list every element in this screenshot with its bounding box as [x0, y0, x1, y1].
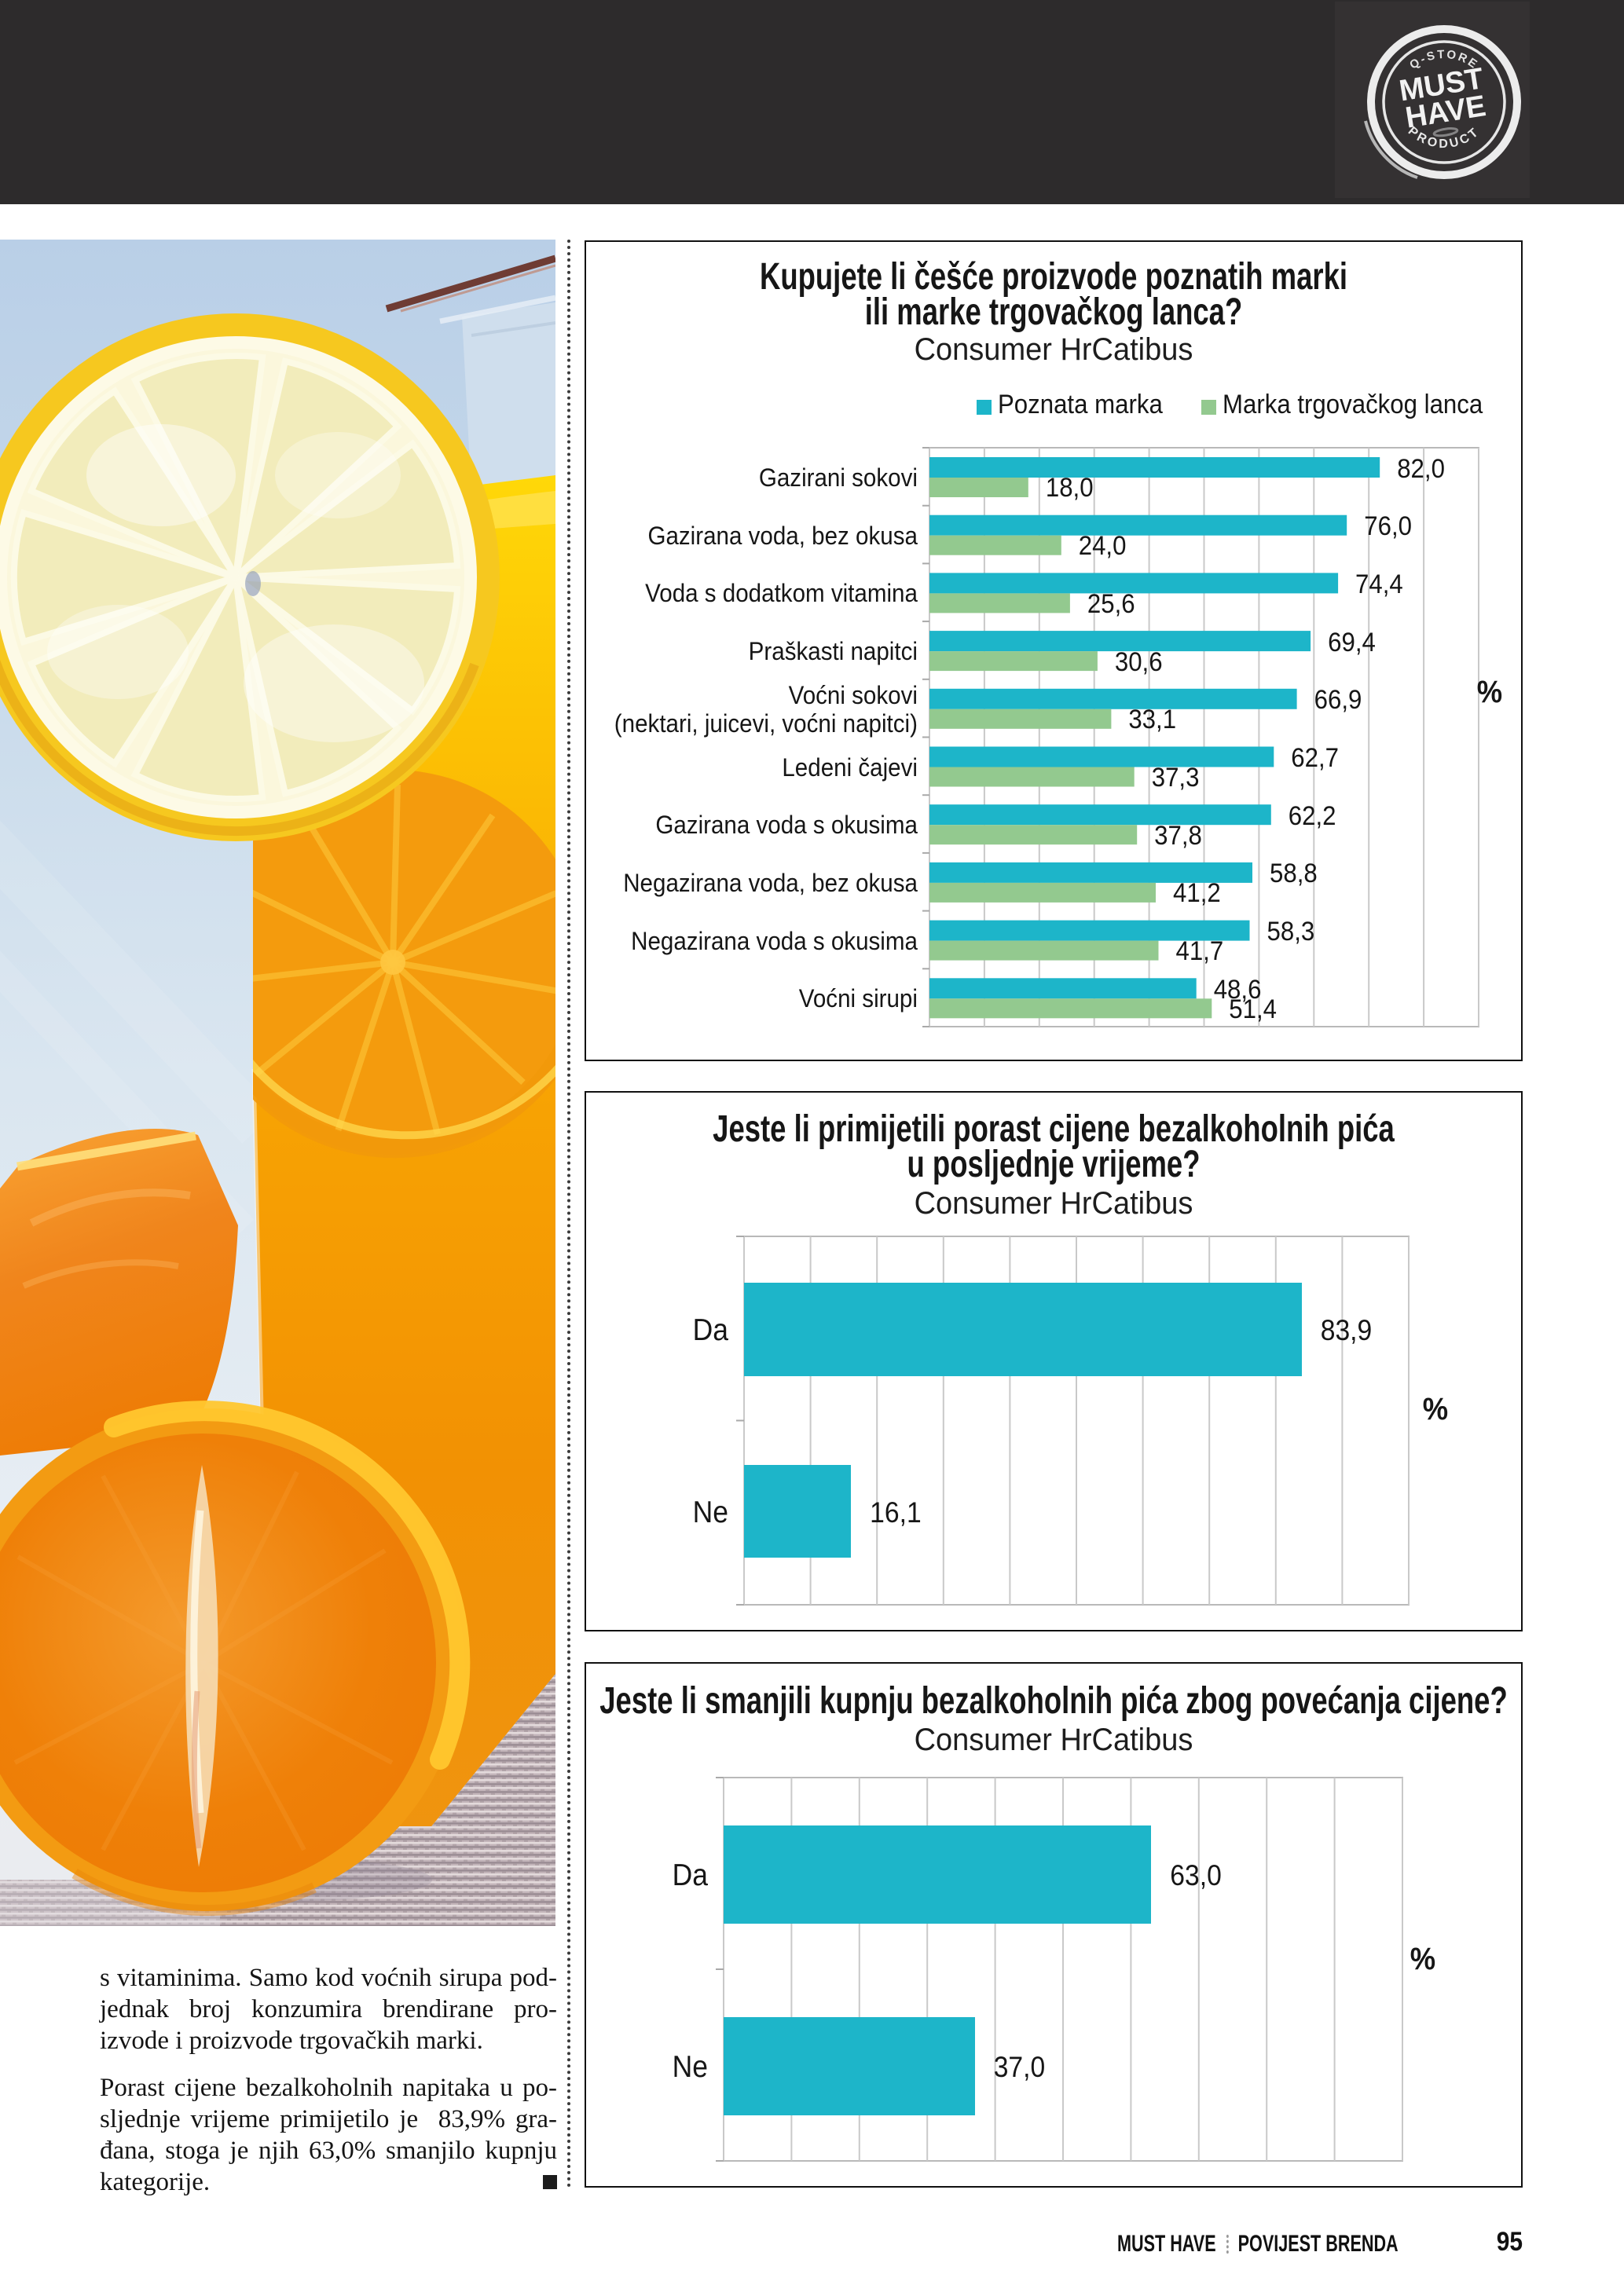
svg-text:30,6: 30,6 — [1115, 646, 1163, 677]
svg-text:Voda s dodatkom vitamina: Voda s dodatkom vitamina — [645, 579, 918, 608]
svg-text:%: % — [1477, 674, 1502, 709]
svg-text:Voćni sokovi: Voćni sokovi — [789, 681, 918, 710]
svg-text:76,0: 76,0 — [1364, 511, 1412, 541]
svg-text:Ne: Ne — [673, 2049, 708, 2083]
svg-text:58,8: 58,8 — [1270, 858, 1318, 888]
svg-text:66,9: 66,9 — [1314, 684, 1362, 715]
svg-text:41,7: 41,7 — [1175, 936, 1223, 966]
svg-text:51,4: 51,4 — [1229, 994, 1277, 1024]
svg-text:41,2: 41,2 — [1173, 877, 1221, 908]
svg-text:25,6: 25,6 — [1087, 588, 1135, 619]
svg-text:Poznata marka: Poznata marka — [998, 389, 1164, 419]
svg-text:%: % — [1423, 1391, 1448, 1426]
svg-text:58,3: 58,3 — [1267, 916, 1315, 947]
svg-text:Ledeni čajevi: Ledeni čajevi — [782, 753, 918, 782]
svg-text:63,0: 63,0 — [1170, 1860, 1222, 1892]
svg-text:(nektari, juicevi, voćni napit: (nektari, juicevi, voćni napitci) — [614, 709, 918, 738]
svg-text:Ne: Ne — [693, 1494, 728, 1529]
svg-text:74,4: 74,4 — [1355, 569, 1403, 599]
svg-text:Negazirana voda s okusima: Negazirana voda s okusima — [631, 927, 918, 956]
svg-text:82,0: 82,0 — [1397, 453, 1445, 484]
svg-text:Negazirana voda, bez okusa: Negazirana voda, bez okusa — [623, 869, 918, 898]
svg-text:62,7: 62,7 — [1291, 742, 1339, 773]
svg-text:Da: Da — [673, 1857, 709, 1891]
svg-text:Gazirana voda s okusima: Gazirana voda s okusima — [655, 811, 918, 840]
svg-text:37,3: 37,3 — [1152, 762, 1200, 793]
svg-text:Voćni sirupi: Voćni sirupi — [799, 984, 918, 1013]
svg-text:Marka trgovačkog lanca: Marka trgovačkog lanca — [1223, 389, 1483, 419]
svg-text:Gazirana voda, bez okusa: Gazirana voda, bez okusa — [647, 522, 918, 551]
svg-text:Gazirani sokovi: Gazirani sokovi — [759, 463, 918, 493]
svg-text:18,0: 18,0 — [1046, 472, 1094, 503]
svg-text:83,9: 83,9 — [1321, 1315, 1373, 1347]
svg-text:69,4: 69,4 — [1328, 627, 1376, 657]
svg-text:33,1: 33,1 — [1128, 704, 1176, 734]
svg-text:48,6: 48,6 — [1214, 974, 1262, 1005]
svg-text:37,8: 37,8 — [1154, 820, 1202, 851]
svg-text:62,2: 62,2 — [1289, 800, 1336, 831]
svg-text:%: % — [1410, 1941, 1435, 1976]
svg-text:24,0: 24,0 — [1079, 530, 1127, 561]
svg-text:16,1: 16,1 — [870, 1497, 922, 1529]
svg-text:Praškasti napitci: Praškasti napitci — [749, 637, 918, 666]
svg-text:37,0: 37,0 — [994, 2052, 1046, 2084]
svg-text:Da: Da — [693, 1312, 729, 1346]
